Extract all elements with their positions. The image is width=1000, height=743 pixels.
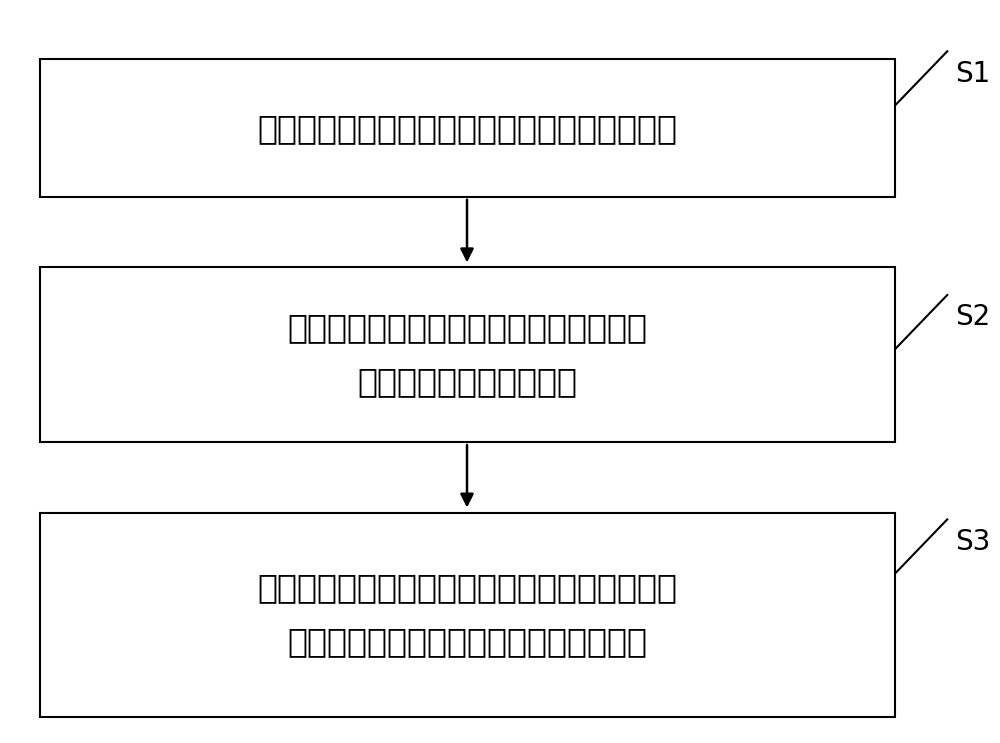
Text: 对正弦条纹图形进行二值编码，获取编码条纹组: 对正弦条纹图形进行二值编码，获取编码条纹组 (257, 111, 678, 145)
Text: 计算条纹图像的截断相位，并展开为绝对相位，
采用相位映射法获取待测物体的三维数据: 计算条纹图像的截断相位，并展开为绝对相位， 采用相位映射法获取待测物体的三维数据 (257, 571, 678, 658)
Bar (40, 513, 895, 717)
Text: 将编码条纹组焦离投影至带测物体表面，
并采集反射回的条纹图像: 将编码条纹组焦离投影至带测物体表面， 并采集反射回的条纹图像 (287, 311, 648, 398)
Text: S2: S2 (955, 303, 990, 331)
Bar (40, 59, 895, 197)
Text: S3: S3 (955, 528, 990, 557)
Bar (40, 267, 895, 442)
Text: S1: S1 (955, 60, 990, 88)
